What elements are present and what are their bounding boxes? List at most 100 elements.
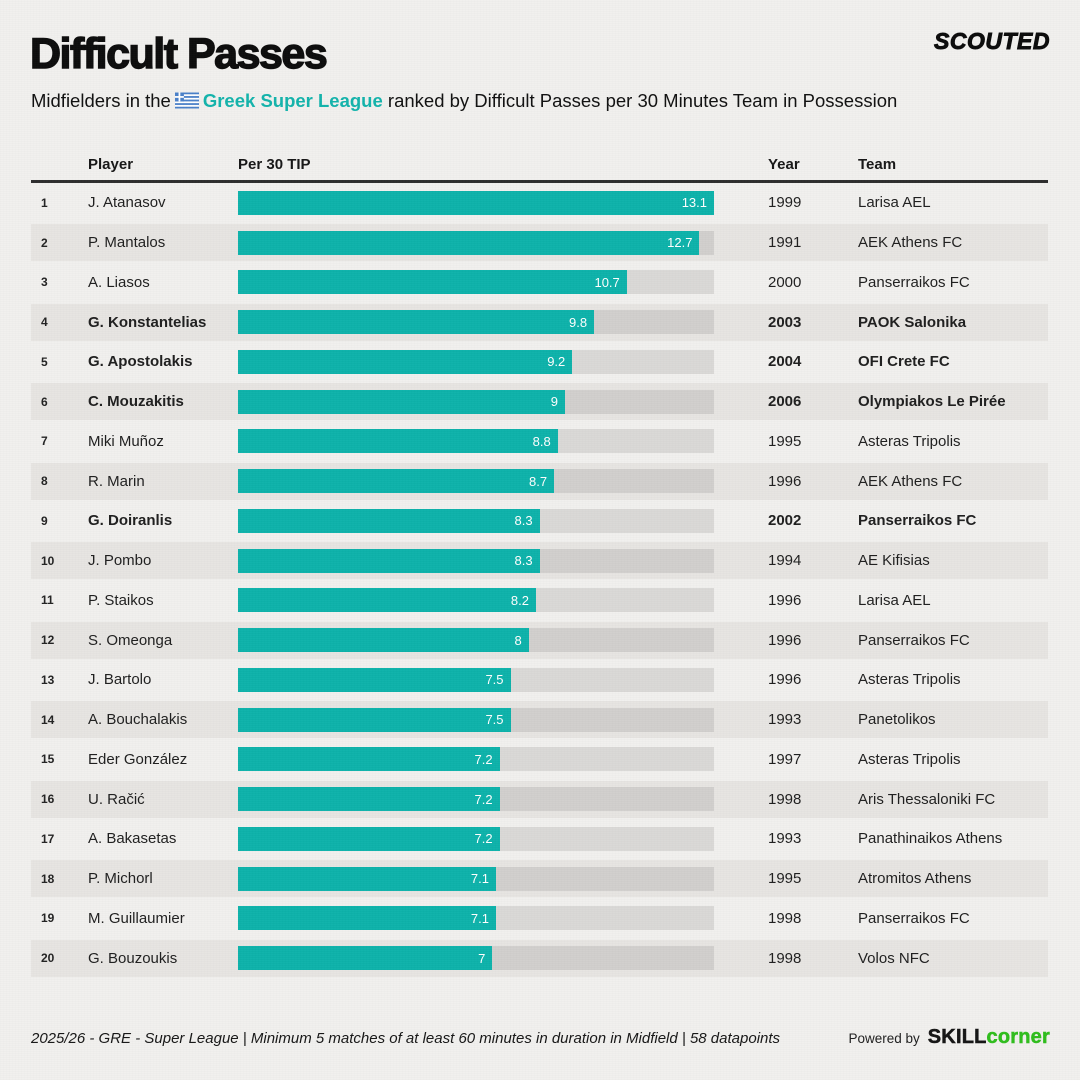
rank: 9 [41, 513, 48, 528]
bar-value: 8.2 [510, 592, 529, 608]
bar-value: 7.2 [474, 831, 493, 847]
year: 1994 [768, 552, 802, 570]
bar-fill: 7.1 [238, 866, 496, 891]
year: 1999 [768, 194, 802, 212]
player-name: P. Mantalos [88, 234, 166, 252]
player-name: U. Račić [88, 790, 145, 808]
rank: 14 [41, 712, 55, 727]
team: Aris Thessaloniki FC [858, 790, 996, 808]
year: 1998 [768, 949, 802, 967]
player-name: Eder González [88, 750, 188, 768]
year: 1993 [768, 830, 802, 848]
skillcorner-skill: SKILL [927, 1026, 987, 1049]
team: AE Kifisias [858, 552, 930, 570]
table-row: 19 M. Guillaumier 7.1 1998 Panserraikos … [31, 899, 1048, 939]
year: 1993 [768, 711, 802, 729]
player-name: P. Michorl [88, 870, 153, 888]
year: 1998 [768, 790, 802, 808]
rank: 8 [41, 474, 48, 489]
bar-fill: 7.1 [238, 906, 496, 931]
team: Larisa AEL [858, 194, 931, 212]
year: 2003 [768, 313, 802, 331]
bar-track: 12.7 [238, 230, 714, 255]
player-name: A. Liasos [88, 273, 150, 291]
bar-fill: 9 [238, 389, 566, 414]
table-row: 3 A. Liasos 10.7 2000 Panserraikos FC [31, 263, 1048, 303]
bar-fill: 13.1 [238, 190, 714, 215]
bar-value: 13.1 [681, 195, 707, 211]
team: Asteras Tripolis [858, 432, 961, 450]
table-row: 13 J. Bartolo 7.5 1996 Asteras Tripolis [31, 660, 1048, 700]
bar-track: 13.1 [238, 190, 714, 215]
team: AEK Athens FC [858, 234, 963, 252]
player-name: J. Bartolo [88, 671, 152, 689]
rank: 19 [41, 911, 55, 926]
bar-track: 7.2 [238, 787, 714, 812]
player-name: G. Apostolakis [88, 353, 193, 371]
team: OFI Crete FC [858, 353, 950, 371]
team: Atromitos Athens [858, 870, 972, 888]
rank: 13 [41, 672, 55, 687]
team: Panetolikos [858, 711, 936, 729]
bar-track: 8.3 [238, 548, 714, 573]
team: Panserraikos FC [858, 909, 970, 927]
bar-value: 9 [550, 394, 559, 410]
table-row: 9 G. Doiranlis 8.3 2002 Panserraikos FC [31, 501, 1048, 541]
bar-track: 8.8 [238, 429, 714, 454]
table-row: 5 G. Apostolakis 9.2 2004 OFI Crete FC [31, 342, 1048, 382]
table-row: 2 P. Mantalos 12.7 1991 AEK Athens FC [31, 223, 1048, 263]
bar-fill: 7.2 [238, 747, 500, 772]
skillcorner-corner: corner [986, 1026, 1050, 1049]
bar-fill: 8.3 [238, 508, 540, 533]
team: Panserraikos FC [858, 631, 970, 649]
bar-value: 7 [478, 950, 486, 966]
bar-track: 9.8 [238, 310, 714, 335]
bar-fill: 7.5 [238, 667, 511, 692]
bar-track: 8.3 [238, 508, 714, 533]
team: Panserraikos FC [858, 273, 970, 291]
table-header: Player Per 30 TIP Year Team [31, 148, 1048, 183]
table-body: 1 J. Atanasov 13.1 1999 Larisa AEL 2 P. … [31, 183, 1048, 978]
team: Olympiakos Le Pirée [858, 393, 1006, 411]
year: 2006 [768, 393, 802, 411]
bar-value: 8.3 [514, 553, 533, 569]
table-row: 15 Eder González 7.2 1997 Asteras Tripol… [31, 740, 1048, 780]
bar-value: 7.2 [474, 791, 493, 807]
bar-track: 7.2 [238, 826, 714, 851]
player-name: G. Konstantelias [88, 313, 207, 331]
footer-note: 2025/26 - GRE - Super League | Minimum 5… [31, 1030, 781, 1047]
team: Volos NFC [858, 949, 930, 967]
powered-by-label: Powered by [848, 1031, 920, 1046]
player-name: M. Guillaumier [88, 909, 185, 927]
bar-track: 7.5 [238, 707, 714, 732]
bar-track: 8.7 [238, 469, 714, 494]
player-name: Miki Muñoz [88, 432, 164, 450]
subtitle-suffix: ranked by Difficult Passes per 30 Minute… [382, 90, 898, 111]
greek-flag-icon [174, 92, 199, 114]
bar-fill: 8.8 [238, 429, 558, 454]
player-name: G. Doiranlis [88, 512, 173, 530]
player-name: A. Bouchalakis [88, 711, 188, 729]
bar-track: 8 [238, 628, 714, 653]
rank: 4 [41, 315, 48, 330]
bar-fill: 7.2 [238, 787, 500, 812]
rank: 6 [41, 394, 48, 409]
bar-value: 12.7 [667, 235, 693, 251]
subtitle-prefix: Midfielders in the [31, 90, 171, 111]
table-row: 6 C. Mouzakitis 9 2006 Olympiakos Le Pir… [31, 382, 1048, 422]
bar-track: 7.2 [238, 747, 714, 772]
year: 1996 [768, 472, 802, 490]
table-row: 14 A. Bouchalakis 7.5 1993 Panetolikos [31, 700, 1048, 740]
bar-track: 7.5 [238, 667, 714, 692]
bar-track: 7.1 [238, 866, 714, 891]
bar-fill: 8 [238, 628, 529, 653]
bar-fill: 8.2 [238, 588, 536, 613]
table-row: 17 A. Bakasetas 7.2 1993 Panathinaikos A… [31, 819, 1048, 859]
bar-fill: 9.2 [238, 349, 573, 374]
table-row: 20 G. Bouzoukis 7 1998 Volos NFC [31, 938, 1048, 978]
rank: 15 [41, 752, 55, 767]
bar-value: 9.2 [547, 354, 566, 370]
column-header-player: Player [88, 155, 134, 173]
bar-track: 10.7 [238, 270, 714, 295]
year: 1995 [768, 870, 802, 888]
